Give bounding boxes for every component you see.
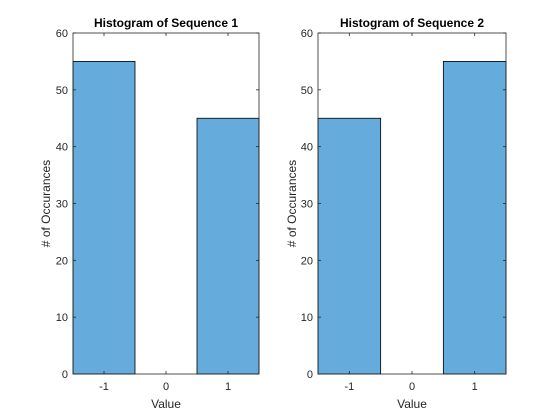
y-tick-label: 40 [56,142,68,154]
y-tick-label: 20 [301,255,313,267]
y-tick-label: 20 [56,255,68,267]
bar-1 [442,61,507,375]
bar-group [317,61,507,375]
x-tick-label: -1 [99,381,109,393]
chart-title: Histogram of Sequence 2 [340,16,484,30]
y-tick-label: 10 [56,312,68,324]
y-tick-label: 60 [301,28,313,40]
y-tick-label: 0 [307,369,313,381]
bar-1 [196,117,260,375]
y-tick-label: 30 [301,199,313,211]
y-axis-label: # of Occurances [39,160,53,247]
y-tick-label: 30 [56,199,68,211]
y-axis: 0 10 20 30 40 50 60 [301,28,506,381]
x-axis: -1 0 1 [99,33,231,393]
bar--1 [317,117,382,375]
x-tick-label: 1 [225,381,231,393]
x-tick-label: 0 [409,381,415,393]
y-tick-label: 0 [62,369,68,381]
y-axis: 0 10 20 30 40 50 60 [56,28,259,381]
y-axis-label: # of Occurances [285,160,299,247]
x-tick-label: -1 [344,381,354,393]
x-axis-label: Value [151,397,181,411]
y-tick-label: 10 [301,312,313,324]
chart-title: Histogram of Sequence 1 [94,16,238,30]
y-tick-label: 60 [56,28,68,40]
bar-group [72,61,260,375]
y-tick-label: 40 [301,142,313,154]
x-tick-label: 0 [163,381,169,393]
y-tick-label: 50 [56,85,68,97]
x-axis: -1 0 1 [344,33,478,393]
bar--1 [72,61,136,375]
chart-sequence-1: Histogram of Sequence 1 -1 0 1 0 10 20 30 40 50… [39,16,260,411]
x-axis-label: Value [397,397,427,411]
y-tick-label: 50 [301,85,313,97]
chart-sequence-2: Histogram of Sequence 2 -1 0 1 0 10 20 30 40 50… [285,16,507,411]
x-tick-label: 1 [472,381,478,393]
